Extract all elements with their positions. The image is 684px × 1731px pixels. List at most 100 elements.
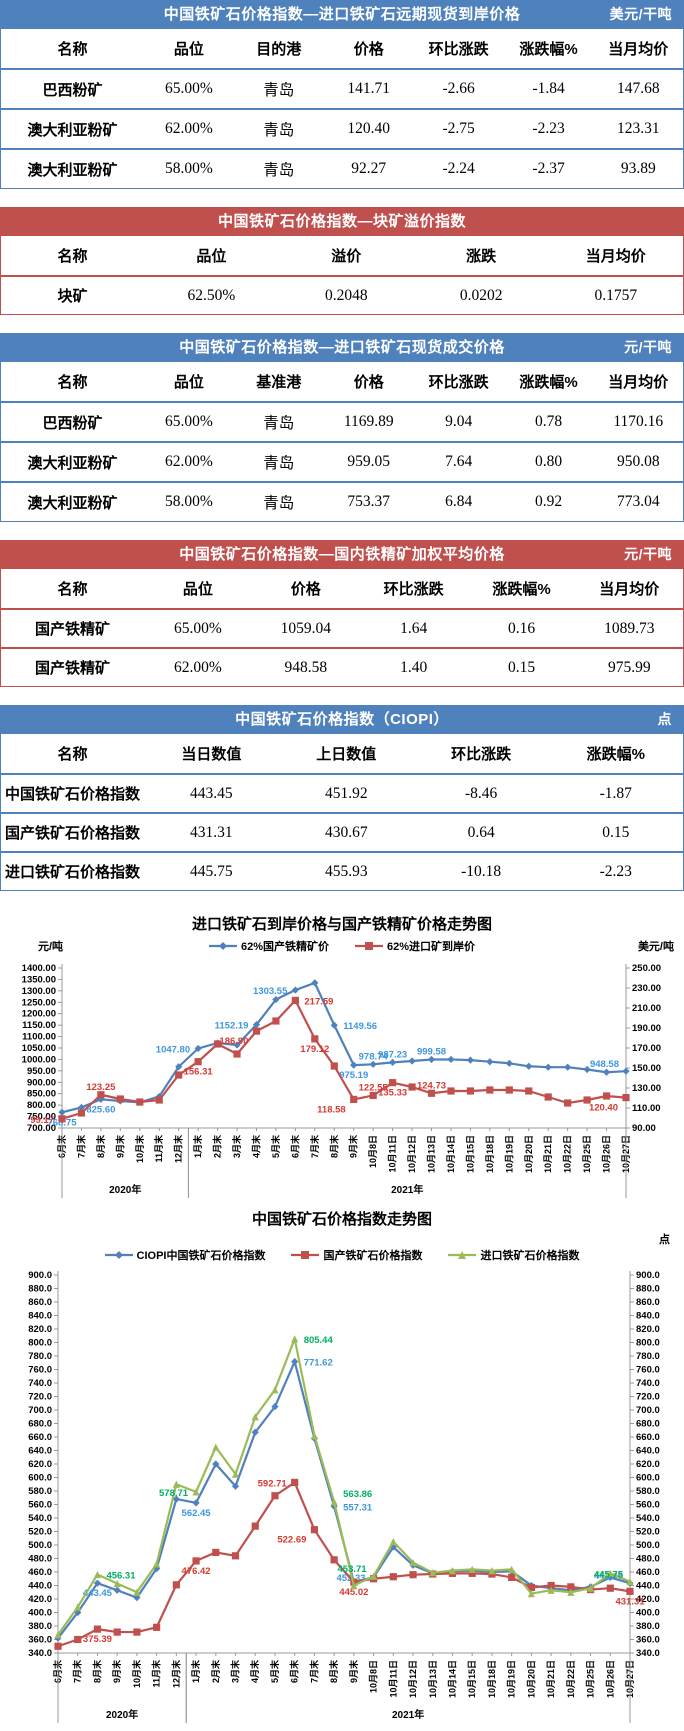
table-title: 中国铁矿石价格指数—国内铁精矿加权平均价格 xyxy=(179,546,505,563)
svg-text:10月19日: 10月19日 xyxy=(507,1660,517,1698)
svg-text:400.0: 400.0 xyxy=(28,1608,52,1619)
value-cell: -10.18 xyxy=(413,851,549,891)
svg-text:640.0: 640.0 xyxy=(636,1446,660,1457)
svg-text:540.0: 540.0 xyxy=(28,1513,52,1524)
svg-text:4月末: 4月末 xyxy=(249,1659,260,1683)
svg-text:10月19日: 10月19日 xyxy=(504,1135,514,1173)
column-header: 当月均价 xyxy=(593,29,684,70)
svg-text:150.00: 150.00 xyxy=(632,1063,661,1074)
svg-text:8月末: 8月末 xyxy=(328,1659,339,1683)
table-row: 澳大利亚粉矿 58.00% 青岛 92.27 -2.24 -2.37 93.89 xyxy=(0,148,684,189)
svg-text:578.71: 578.71 xyxy=(159,1488,189,1499)
svg-text:124.73: 124.73 xyxy=(417,1080,446,1091)
svg-text:10月8日: 10月8日 xyxy=(369,1660,379,1693)
table-spot-transaction: 中国铁矿石价格指数—进口铁矿石现货成交价格 元/干吨 名称 品位 基准港 价格 环比涨跌 涨跌… xyxy=(0,333,684,522)
value-cell: 62.00% xyxy=(143,108,234,149)
svg-text:800.0: 800.0 xyxy=(636,1338,660,1349)
table-domestic-concentrate: 中国铁矿石价格指数—国内铁精矿加权平均价格 元/干吨 名称 品位 价格 环比涨跌 涨跌幅% 当… xyxy=(0,540,684,687)
legend-label: 62%进口矿到岸价 xyxy=(387,941,476,953)
column-header: 当月均价 xyxy=(593,362,684,403)
svg-text:460.0: 460.0 xyxy=(28,1567,52,1578)
svg-text:9月末: 9月末 xyxy=(114,1134,125,1158)
table-forward-cif: 中国铁矿石价格指数—进口铁矿石远期现货到岸价格 美元/干吨 名称 品位 目的港 价格 环比涨… xyxy=(0,0,684,189)
table-unit: 点 xyxy=(657,711,672,727)
svg-text:2月末: 2月末 xyxy=(210,1659,221,1683)
table-row: 巴西粉矿 65.00% 青岛 1169.89 9.04 0.78 1170.16 xyxy=(0,402,684,442)
svg-text:10月11日: 10月11日 xyxy=(388,1660,398,1698)
svg-text:10月21日: 10月21日 xyxy=(543,1135,553,1173)
svg-text:443.45: 443.45 xyxy=(83,1588,113,1599)
svg-text:2020年: 2020年 xyxy=(106,1708,138,1721)
value-cell: 0.2048 xyxy=(278,276,414,315)
value-cell: 青岛 xyxy=(233,481,324,522)
svg-text:560.0: 560.0 xyxy=(28,1500,52,1511)
svg-text:840.0: 840.0 xyxy=(636,1311,660,1322)
chart2-legend: CIOPI中国铁矿石价格指数 国产铁矿石价格指数 进口铁矿石价格指数 xyxy=(104,1247,579,1263)
column-header: 涨跌幅% xyxy=(548,734,684,775)
value-cell: 1.40 xyxy=(359,647,468,687)
svg-text:10月26日: 10月26日 xyxy=(602,1135,612,1173)
table-row: 澳大利亚粉矿 62.00% 青岛 120.40 -2.75 -2.23 123.31 xyxy=(0,108,684,149)
svg-text:11月末: 11月末 xyxy=(151,1659,162,1688)
column-header: 当月均价 xyxy=(575,569,684,610)
svg-text:771.62: 771.62 xyxy=(304,1358,333,1369)
table-section-domestic-concentrate: 中国铁矿石价格指数—国内铁精矿加权平均价格 元/干吨 名称 品位 价格 环比涨跌 涨跌幅% 当… xyxy=(0,540,684,687)
column-header: 名称 xyxy=(0,29,144,70)
table-row: 进口铁矿石价格指数 445.75 455.93 -10.18 -2.23 xyxy=(0,851,684,891)
value-cell: 65.00% xyxy=(143,609,252,648)
svg-text:820.0: 820.0 xyxy=(636,1324,660,1335)
svg-text:860.0: 860.0 xyxy=(636,1297,660,1308)
value-cell: -2.37 xyxy=(503,148,594,189)
chart2-axis-unit: 点 xyxy=(659,1234,670,1246)
table-header-row: 名称 品位 基准港 价格 环比涨跌 涨跌幅% 当月均价 xyxy=(0,362,684,403)
svg-text:720.0: 720.0 xyxy=(28,1392,52,1403)
svg-text:700.0: 700.0 xyxy=(636,1405,660,1416)
svg-text:6月末: 6月末 xyxy=(289,1659,300,1683)
value-cell: -2.23 xyxy=(548,851,684,891)
table-row: 国产铁精矿 62.00% 948.58 1.40 0.15 975.99 xyxy=(0,647,684,687)
legend-item: 国产铁矿石价格指数 xyxy=(291,1247,422,1263)
value-cell: 1.64 xyxy=(359,609,468,648)
column-header: 名称 xyxy=(0,236,144,277)
svg-text:400.0: 400.0 xyxy=(636,1608,660,1619)
svg-text:1000.00: 1000.00 xyxy=(22,1054,56,1065)
svg-text:10月11日: 10月11日 xyxy=(388,1135,398,1173)
svg-text:500.0: 500.0 xyxy=(636,1540,660,1551)
square-legend-marker-icon xyxy=(355,942,383,950)
table-title: 中国铁矿石价格指数（CIOPI） xyxy=(235,711,449,728)
column-header: 品位 xyxy=(143,569,252,610)
svg-text:460.0: 460.0 xyxy=(636,1567,660,1578)
value-cell: 1169.89 xyxy=(323,402,414,442)
chart1-right-axis-unit: 美元/吨 xyxy=(637,941,674,953)
column-header: 目的港 xyxy=(233,29,324,70)
svg-text:2021年: 2021年 xyxy=(392,1708,424,1721)
value-cell: 青岛 xyxy=(233,441,324,482)
svg-text:805.44: 805.44 xyxy=(304,1335,334,1346)
svg-text:860.0: 860.0 xyxy=(28,1297,52,1308)
svg-text:1250.00: 1250.00 xyxy=(22,997,56,1008)
svg-text:420.0: 420.0 xyxy=(28,1594,52,1605)
svg-text:660.0: 660.0 xyxy=(636,1432,660,1443)
svg-text:7月末: 7月末 xyxy=(309,1134,320,1158)
value-cell: 0.15 xyxy=(548,812,684,852)
index-trend-chart: 340.0 360.0 380.0 400.0 420.0 440.0 460.0 480.0… xyxy=(28,1270,660,1723)
value-cell: 0.92 xyxy=(503,481,594,522)
svg-text:210.00: 210.00 xyxy=(632,1003,661,1014)
svg-text:600.0: 600.0 xyxy=(28,1473,52,1484)
value-cell: 445.75 xyxy=(143,851,279,891)
svg-text:375.39: 375.39 xyxy=(83,1634,112,1645)
svg-text:820.0: 820.0 xyxy=(28,1324,52,1335)
svg-text:900.0: 900.0 xyxy=(28,1270,52,1281)
value-cell: 0.64 xyxy=(413,812,549,852)
column-header: 品位 xyxy=(143,236,279,277)
value-cell: 455.93 xyxy=(278,851,414,891)
svg-text:580.0: 580.0 xyxy=(636,1486,660,1497)
chart2-legend-row: CIOPI中国铁矿石价格指数 国产铁矿石价格指数 进口铁矿石价格指数 xyxy=(0,1245,684,1265)
svg-text:999.58: 999.58 xyxy=(417,1047,446,1058)
svg-text:1149.56: 1149.56 xyxy=(343,1021,377,1032)
value-cell: 62.00% xyxy=(143,441,234,482)
svg-text:640.0: 640.0 xyxy=(28,1446,52,1457)
column-header: 涨跌幅% xyxy=(503,362,594,403)
svg-text:900.00: 900.00 xyxy=(27,1077,56,1088)
value-cell: -2.75 xyxy=(413,108,504,149)
